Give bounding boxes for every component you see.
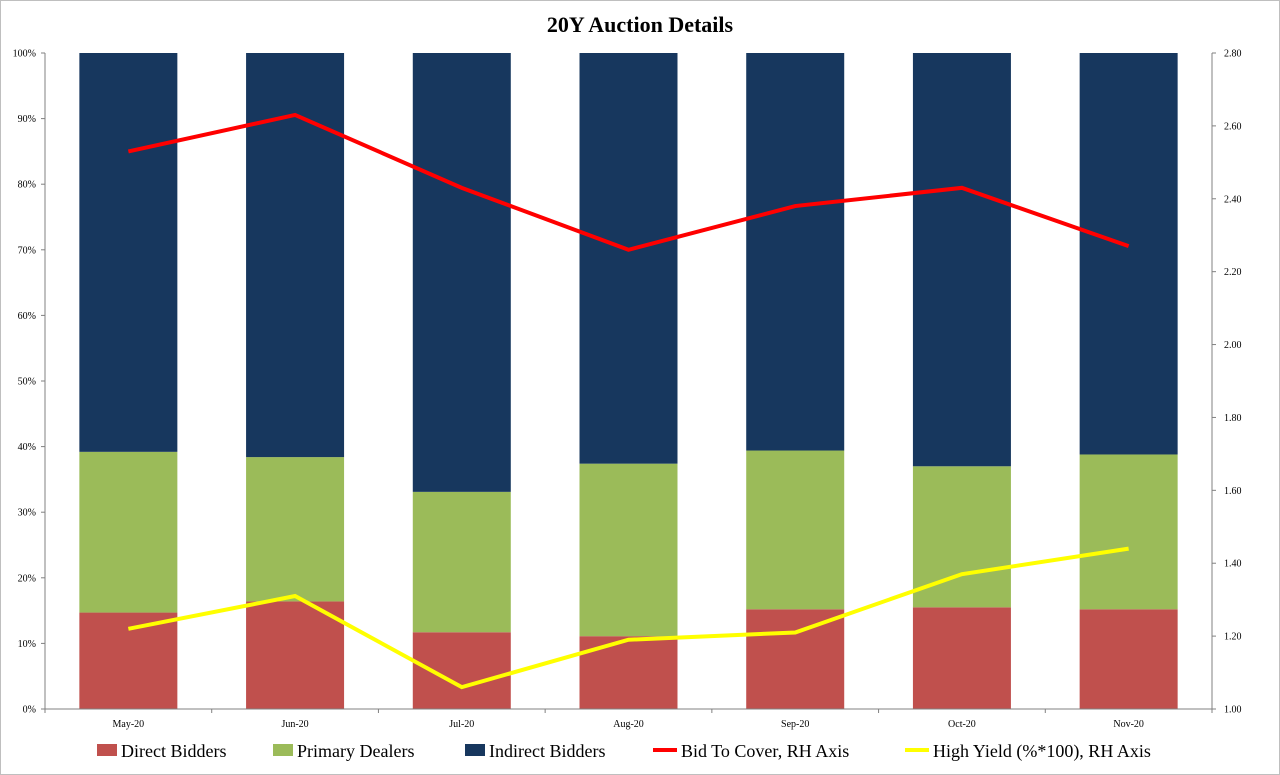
legend: Direct Bidders Primary Dealers Indirect Bi… <box>97 741 1151 762</box>
right-tick-label: 2.60 <box>1224 121 1242 132</box>
left-tick-label: 30% <box>18 508 36 519</box>
left-tick-label: 90% <box>18 114 36 125</box>
left-tick-label: 10% <box>18 639 36 650</box>
bar-indirect-bidders <box>79 53 178 452</box>
x-tick-label: May-20 <box>113 719 145 730</box>
bar-primary-dealers <box>246 457 345 602</box>
bar-indirect-bidders <box>579 53 678 464</box>
bar-indirect-bidders <box>412 53 511 492</box>
x-tick-label: Jul-20 <box>449 719 474 730</box>
chart-title: 20Y Auction Details <box>547 12 734 37</box>
bar-primary-dealers <box>746 450 845 610</box>
left-tick-label: 80% <box>18 180 36 191</box>
line-bid-to-cover <box>127 112 1130 252</box>
bar-direct-bidders <box>246 601 345 709</box>
left-tick-label: 0% <box>23 705 36 716</box>
bar-direct-bidders <box>1079 609 1178 709</box>
bar-indirect-bidders <box>746 53 845 451</box>
legend-label: Primary Dealers <box>297 741 414 761</box>
bar-direct-bidders <box>912 607 1011 709</box>
legend-swatch <box>465 744 485 756</box>
left-tick-label: 40% <box>18 442 36 453</box>
legend-label: High Yield (%*100), RH Axis <box>933 741 1151 762</box>
left-tick-label: 50% <box>18 377 36 388</box>
bar-primary-dealers <box>412 491 511 633</box>
legend-label: Bid To Cover, RH Axis <box>681 741 849 761</box>
line-high-yield <box>127 546 1129 690</box>
x-tick-label: Nov-20 <box>1113 719 1144 730</box>
bar-direct-bidders <box>746 609 845 709</box>
left-tick-label: 100% <box>13 49 36 60</box>
right-tick-label: 1.60 <box>1224 486 1242 497</box>
left-tick-label: 20% <box>18 573 36 584</box>
axes-layer: 0% 10% 20% 30% 40% 50% 60% 70% 80% 90% 100% 1.00 1.2… <box>13 49 1242 731</box>
bar-direct-bidders <box>579 636 678 709</box>
bar-primary-dealers <box>579 463 678 637</box>
right-tick-label: 2.80 <box>1224 49 1242 60</box>
x-tick-label: Oct-20 <box>948 719 976 730</box>
right-tick-label: 2.00 <box>1224 340 1242 351</box>
legend-swatch <box>97 744 117 756</box>
x-tick-label: Aug-20 <box>613 719 644 730</box>
left-tick-label: 70% <box>18 245 36 256</box>
left-tick-label: 60% <box>18 311 36 322</box>
bar-primary-dealers <box>1079 454 1178 610</box>
legend-label: Direct Bidders <box>121 741 226 761</box>
right-tick-label: 1.80 <box>1224 413 1242 424</box>
right-tick-label: 1.00 <box>1224 705 1242 716</box>
bar-primary-dealers <box>79 451 178 613</box>
x-tick-label: Jun-20 <box>281 719 308 730</box>
lines-layer <box>127 112 1130 690</box>
bar-indirect-bidders <box>912 53 1011 467</box>
bars-layer <box>79 53 1178 709</box>
right-tick-label: 2.20 <box>1224 267 1242 278</box>
right-tick-label: 2.40 <box>1224 194 1242 205</box>
legend-label: Indirect Bidders <box>489 741 605 761</box>
x-tick-label: Sep-20 <box>781 719 809 730</box>
right-tick-label: 1.20 <box>1224 632 1242 643</box>
legend-swatch <box>273 744 293 756</box>
right-tick-label: 1.40 <box>1224 559 1242 570</box>
bar-indirect-bidders <box>1079 53 1178 455</box>
